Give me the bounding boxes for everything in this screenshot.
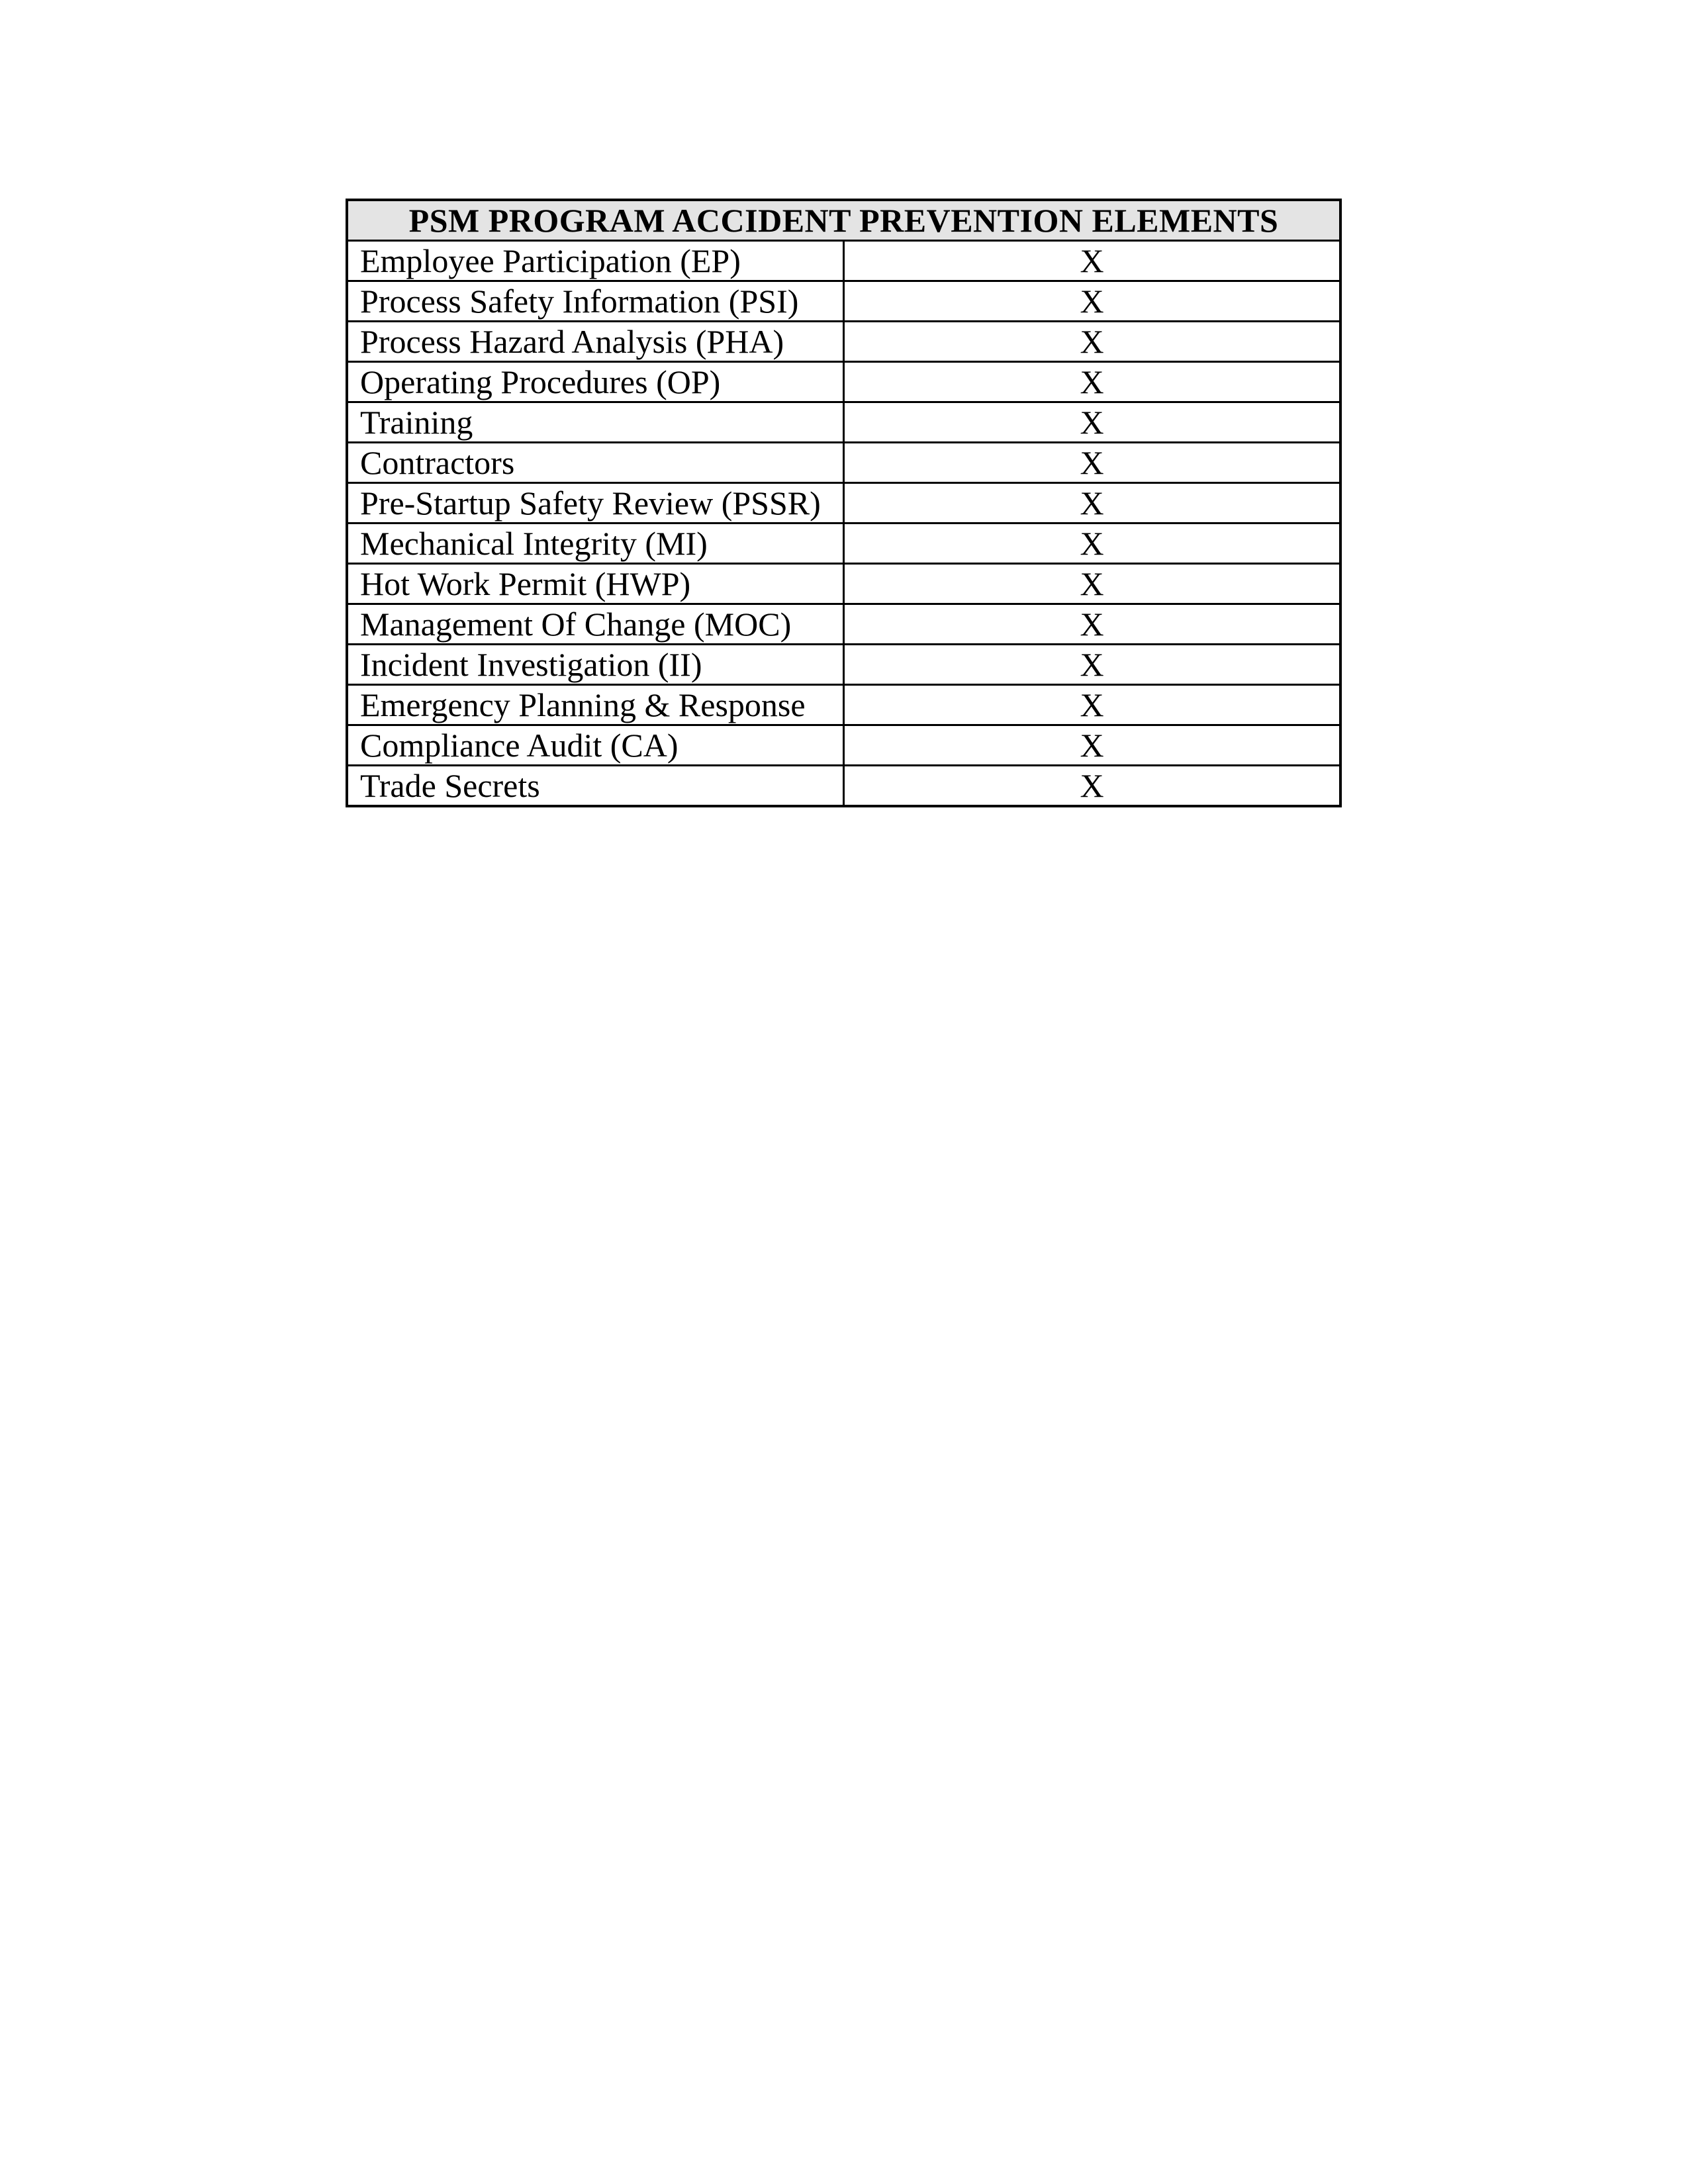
table-row: Mechanical Integrity (MI) X [346,522,1342,565]
element-mark: X [843,441,1342,484]
element-mark: X [843,684,1342,726]
table-row: Training X [346,401,1342,443]
table-row: Emergency Planning & Response X [346,684,1342,726]
table-row: Management Of Change (MOC) X [346,603,1342,645]
element-label: Training [346,401,845,443]
table-row: Incident Investigation (II) X [346,643,1342,686]
element-mark: X [843,280,1342,322]
element-label: Pre-Startup Safety Review (PSSR) [346,482,845,524]
element-label: Hot Work Permit (HWP) [346,563,845,605]
element-label: Operating Procedures (OP) [346,361,845,403]
element-label: Compliance Audit (CA) [346,724,845,766]
element-label: Incident Investigation (II) [346,643,845,686]
element-label: Emergency Planning & Response [346,684,845,726]
element-mark: X [843,603,1342,645]
element-mark: X [843,643,1342,686]
table-title: PSM PROGRAM ACCIDENT PREVENTION ELEMENTS [346,199,1342,242]
element-label: Mechanical Integrity (MI) [346,522,845,565]
table-row: Operating Procedures (OP) X [346,361,1342,403]
table-row: Compliance Audit (CA) X [346,724,1342,766]
element-label: Management Of Change (MOC) [346,603,845,645]
table-row: Pre-Startup Safety Review (PSSR) X [346,482,1342,524]
element-label: Employee Participation (EP) [346,240,845,282]
element-mark: X [843,401,1342,443]
table-row: Trade Secrets X [346,764,1342,807]
element-mark: X [843,361,1342,403]
table-row: Contractors X [346,441,1342,484]
element-mark: X [843,764,1342,807]
element-label: Trade Secrets [346,764,845,807]
table-row: Process Safety Information (PSI) X [346,280,1342,322]
element-mark: X [843,724,1342,766]
table-row: Employee Participation (EP) X [346,240,1342,282]
element-mark: X [843,563,1342,605]
table-row: Process Hazard Analysis (PHA) X [346,320,1342,363]
element-mark: X [843,320,1342,363]
element-label: Contractors [346,441,845,484]
table-header-row: PSM PROGRAM ACCIDENT PREVENTION ELEMENTS [346,199,1342,242]
element-label: Process Safety Information (PSI) [346,280,845,322]
element-mark: X [843,522,1342,565]
element-mark: X [843,240,1342,282]
element-label: Process Hazard Analysis (PHA) [346,320,845,363]
psm-elements-table: PSM PROGRAM ACCIDENT PREVENTION ELEMENTS… [346,199,1342,807]
element-mark: X [843,482,1342,524]
table-row: Hot Work Permit (HWP) X [346,563,1342,605]
